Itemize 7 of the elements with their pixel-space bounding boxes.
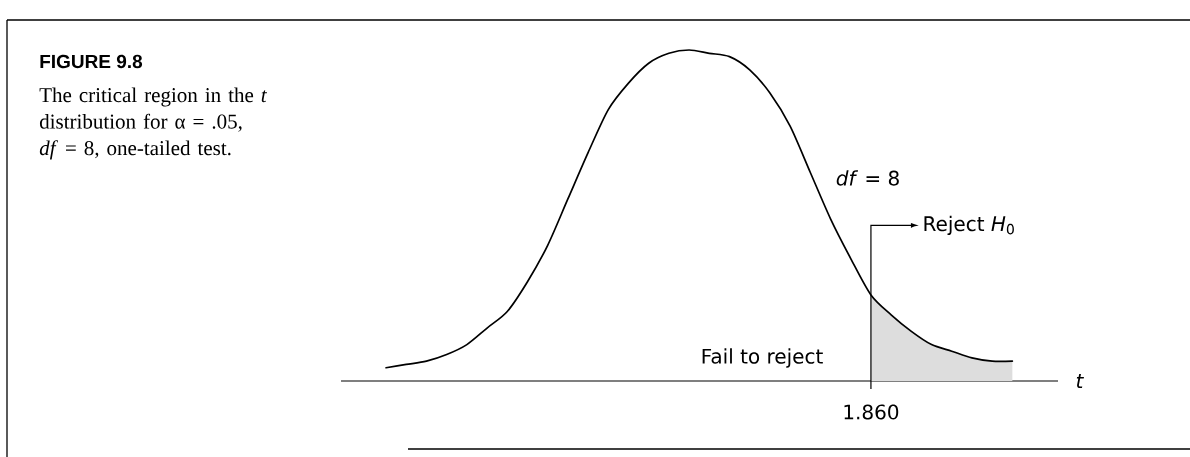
x-axis-title: t — [1076, 373, 1084, 389]
annotation: Fail to reject — [702, 348, 823, 368]
annotation: Reject H$_{0}$ — [924, 215, 1014, 236]
text: The critical region in the t distribution for α = .05, df = 8, one-tailed test. — [39, 87, 268, 160]
text: FIGURE 9.8 — [40, 54, 143, 69]
series-label: df = 8 — [836, 170, 899, 186]
text: 1.860 — [844, 404, 899, 420]
